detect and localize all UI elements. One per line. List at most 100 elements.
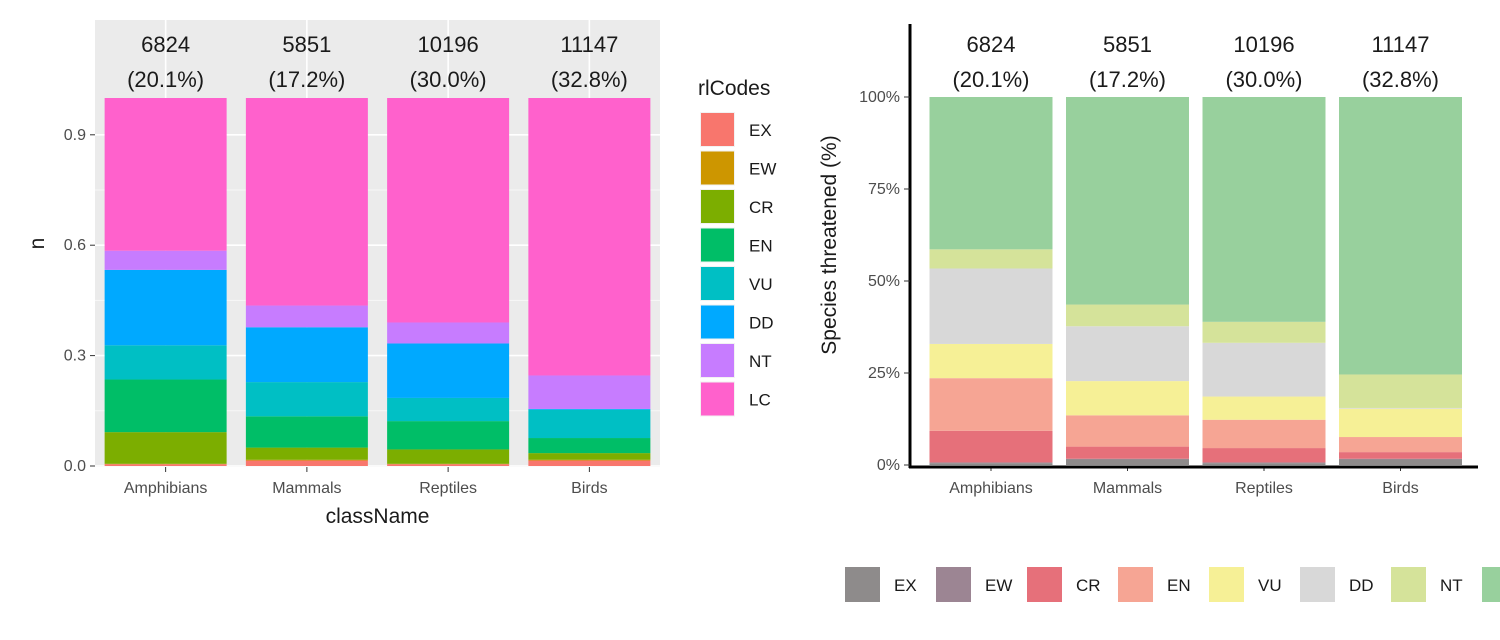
left-bar-segment-mammals-ex — [245, 460, 368, 466]
right-bar-segment-reptiles-nt — [1202, 321, 1326, 343]
right-bar-segment-amphibians-vu — [929, 343, 1053, 379]
left-bar-segment-mammals-lc — [245, 98, 368, 306]
right-bar-segment-birds-vu — [1339, 408, 1462, 438]
right-bar-segment-birds-lc — [1339, 97, 1462, 375]
right-legend-swatch-en — [1118, 567, 1153, 602]
right-bar-segment-mammals-nt — [1066, 304, 1189, 327]
right-legend-swatch-vu — [1209, 567, 1244, 602]
right-bar-segment-amphibians-cr — [929, 430, 1053, 463]
right-count-label: 6824 — [967, 32, 1016, 57]
left-legend-label-vu: VU — [749, 275, 773, 294]
left-bar-segment-birds-ex — [528, 460, 651, 466]
left-percent-label: (30.0%) — [410, 67, 487, 92]
right-percent-label: (30.0%) — [1225, 67, 1302, 92]
right-bar-segment-mammals-ew — [1066, 458, 1189, 460]
left-legend-label-en: EN — [749, 237, 773, 256]
left-legend-swatch-en — [701, 228, 734, 262]
left-legend-swatch-lc — [701, 382, 734, 416]
right-count-label: 10196 — [1233, 32, 1294, 57]
right-bar-segment-birds-en — [1339, 437, 1462, 453]
right-legend-label-ex: EX — [894, 576, 917, 595]
right-bar-segment-mammals-en — [1066, 415, 1189, 447]
right-bar-segment-amphibians-dd — [929, 268, 1053, 344]
right-legend-swatch-ew — [936, 567, 971, 602]
left-bar-segment-amphibians-cr — [104, 432, 227, 464]
right-bar-segment-mammals-dd — [1066, 326, 1189, 382]
left-legend-label-ew: EW — [749, 160, 776, 179]
right-legend-swatch-dd — [1300, 567, 1335, 602]
left-bar-segment-mammals-vu — [245, 382, 368, 417]
left-bar-segment-mammals-cr — [245, 447, 368, 460]
left-bar-segment-reptiles-ex — [387, 464, 510, 466]
right-bar-segment-amphibians-en — [929, 378, 1053, 431]
left-chart: 6824 (20.1%) Amphibians 5851 (17.2%) Mammals 1… — [26, 20, 776, 528]
left-legend-label-nt: NT — [749, 352, 772, 371]
right-x-tick-label: Amphibians — [949, 480, 1033, 497]
left-legend-label-cr: CR — [749, 198, 774, 217]
left-legend-label-ex: EX — [749, 121, 772, 140]
right-bar-segment-mammals-cr — [1066, 446, 1189, 459]
right-legend-swatch-cr — [1027, 567, 1062, 602]
right-legend-label-dd: DD — [1349, 576, 1374, 595]
left-x-tick-label: Mammals — [272, 480, 341, 497]
left-bar-segment-amphibians-ex — [104, 464, 227, 466]
left-bar-segment-amphibians-nt — [104, 250, 227, 270]
right-bar-segment-mammals-vu — [1066, 381, 1189, 416]
left-y-tick-label: 0.3 — [64, 348, 86, 365]
right-bar-segment-reptiles-lc — [1202, 97, 1326, 322]
left-bar-segment-birds-en — [528, 438, 651, 454]
left-count-label: 6824 — [141, 32, 190, 57]
right-legend-label-cr: CR — [1076, 576, 1101, 595]
left-bar-segment-mammals-nt — [245, 305, 368, 328]
left-legend-label-dd: DD — [749, 314, 774, 333]
right-bar-segment-reptiles-ew — [1202, 462, 1326, 464]
left-y-tick-label: 0.6 — [64, 237, 86, 254]
left-legend-label-lc: LC — [749, 391, 771, 410]
left-bar-segment-reptiles-vu — [387, 397, 510, 422]
left-bar-segment-birds-cr — [528, 453, 651, 460]
right-bar-segment-reptiles-vu — [1202, 396, 1326, 420]
right-percent-label: (17.2%) — [1089, 67, 1166, 92]
left-bar-segment-amphibians-vu — [104, 345, 227, 380]
right-bar-segment-mammals-lc — [1066, 97, 1189, 305]
left-count-label: 5851 — [282, 32, 331, 57]
right-legend-label-ew: EW — [985, 576, 1012, 595]
right-y-tick-label: 100% — [859, 89, 900, 106]
right-legend-swatch-ex — [845, 567, 880, 602]
left-x-axis-title: className — [326, 505, 430, 528]
left-x-tick-label: Reptiles — [419, 480, 477, 497]
right-y-tick-label: 75% — [868, 181, 900, 198]
left-legend-swatch-ex — [701, 113, 734, 146]
right-bar-segment-birds-ex — [1339, 459, 1462, 465]
left-y-axis-title: n — [26, 238, 49, 250]
right-bar-segment-birds-dd — [1339, 407, 1462, 409]
right-bar-segment-reptiles-en — [1202, 419, 1326, 449]
left-x-tick-label: Amphibians — [124, 480, 208, 497]
left-bar-segment-mammals-en — [245, 416, 368, 448]
right-y-tick-label: 25% — [868, 365, 900, 382]
right-count-label: 5851 — [1103, 32, 1152, 57]
left-bar-segment-amphibians-dd — [104, 269, 227, 346]
left-legend-title: rlCodes — [698, 77, 770, 100]
right-legend-label-en: EN — [1167, 576, 1191, 595]
left-legend-swatch-cr — [701, 190, 734, 223]
right-count-label: 11147 — [1372, 32, 1430, 57]
right-x-tick-label: Mammals — [1093, 480, 1162, 497]
left-count-label: 10196 — [418, 32, 479, 57]
left-legend-swatch-ew — [701, 151, 734, 185]
left-bar-segment-birds-ew — [528, 459, 651, 461]
left-count-label: 11147 — [560, 32, 618, 57]
right-x-tick-label: Reptiles — [1235, 480, 1293, 497]
left-bar-segment-birds-vu — [528, 409, 651, 439]
right-percent-label: (32.8%) — [1362, 67, 1439, 92]
left-bar-segment-reptiles-dd — [387, 343, 510, 398]
right-legend-swatch-nt — [1391, 567, 1426, 602]
left-bar-segment-birds-nt — [528, 375, 651, 409]
right-bar-segment-birds-cr — [1339, 452, 1462, 459]
left-bar-segment-birds-lc — [528, 98, 651, 376]
right-x-tick-label: Birds — [1382, 480, 1418, 497]
left-bar-segment-reptiles-cr — [387, 449, 510, 464]
right-bar-segment-reptiles-ex — [1202, 463, 1326, 465]
right-percent-label: (20.1%) — [952, 67, 1029, 92]
right-bar-segment-reptiles-dd — [1202, 342, 1326, 397]
